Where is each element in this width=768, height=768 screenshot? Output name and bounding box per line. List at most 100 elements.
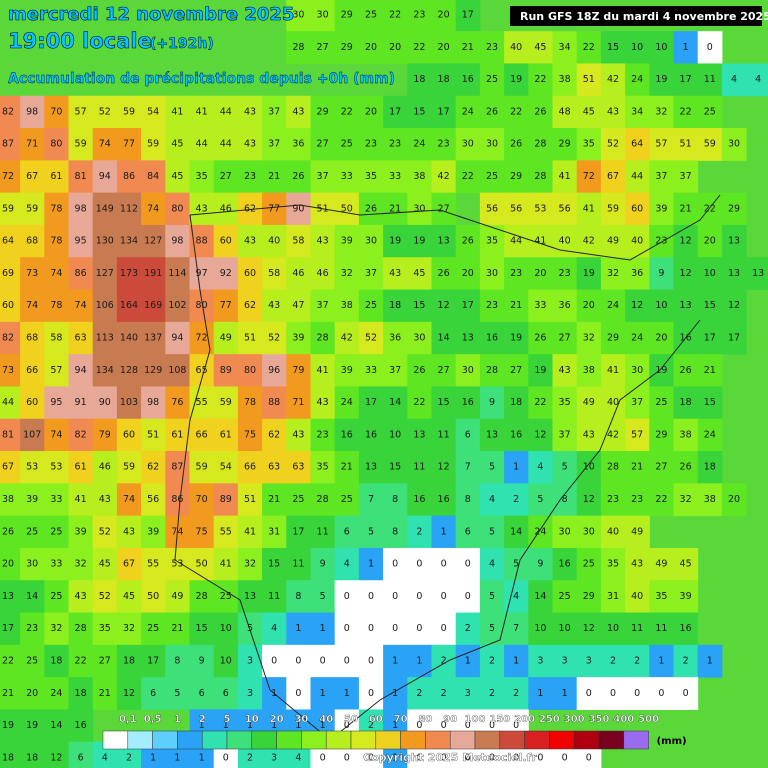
value-label: 16 <box>438 494 450 505</box>
cell <box>407 354 432 387</box>
value-label: 44 <box>631 171 643 182</box>
cell <box>310 31 336 64</box>
cell <box>504 354 529 387</box>
value-label: 15 <box>704 300 716 311</box>
cell <box>504 63 529 97</box>
value-label: 26 <box>462 236 474 247</box>
cell <box>165 677 190 710</box>
value-label: 21 <box>389 203 401 214</box>
value-label: 45 <box>583 106 595 117</box>
cell <box>504 257 529 291</box>
cell <box>44 677 69 710</box>
value-label: 13 <box>2 591 14 602</box>
value-label: 8 <box>562 494 568 505</box>
value-label: 15 <box>389 462 401 473</box>
value-label: 49 <box>655 559 667 570</box>
cell <box>383 677 408 710</box>
cell <box>165 483 190 517</box>
value-label: 21 <box>99 688 111 699</box>
value-label: 88 <box>196 236 208 247</box>
value-label: 26 <box>680 462 692 473</box>
cell <box>116 515 142 549</box>
value-label: 108 <box>168 365 186 376</box>
cell <box>310 95 336 129</box>
cell <box>625 354 650 387</box>
cell <box>20 386 45 420</box>
cell <box>504 224 529 258</box>
value-label: 15 <box>413 300 425 311</box>
cell <box>237 483 263 517</box>
value-label: 2 <box>441 656 447 667</box>
cell <box>479 451 505 484</box>
value-label: 20 <box>2 559 14 570</box>
value-label: 31 <box>268 526 280 537</box>
value-label: 0 <box>465 752 471 763</box>
cell <box>237 257 263 291</box>
value-label: 40 <box>607 397 619 408</box>
cell <box>697 644 723 678</box>
value-label: 5 <box>513 559 519 570</box>
legend-swatch <box>201 730 228 750</box>
date: mercredi 12 novembre 2025 <box>8 4 294 25</box>
cell <box>165 418 190 452</box>
value-label: 1 <box>295 720 301 731</box>
cell <box>431 128 457 161</box>
value-label: 7 <box>513 623 519 634</box>
value-label: 28 <box>607 462 619 473</box>
value-label: 59 <box>607 203 619 214</box>
cell <box>0 386 21 420</box>
value-label: 9 <box>489 397 495 408</box>
cell <box>237 289 263 323</box>
value-label: 46 <box>317 268 329 279</box>
value-label: 18 <box>123 656 135 667</box>
cell <box>44 612 69 646</box>
value-label: 13 <box>462 333 474 344</box>
value-label: 16 <box>680 333 692 344</box>
cell <box>116 677 142 710</box>
value-label: 11 <box>413 462 425 473</box>
value-label: 25 <box>655 397 667 408</box>
cell <box>625 192 650 226</box>
value-label: 57 <box>50 365 62 376</box>
cell <box>213 257 239 291</box>
cell <box>431 354 457 387</box>
cell <box>44 386 69 420</box>
value-label: 19 <box>389 236 401 247</box>
cell <box>455 515 481 549</box>
cell <box>286 483 311 517</box>
cell <box>431 580 457 614</box>
legend-label: 2 <box>199 714 206 725</box>
value-label: 3 <box>562 656 568 667</box>
cell <box>649 257 674 291</box>
cell <box>576 483 602 517</box>
value-label: 40 <box>510 42 522 53</box>
cell <box>576 95 602 129</box>
value-label: 30 <box>317 10 329 21</box>
cell <box>528 483 553 517</box>
value-label: 30 <box>26 559 38 570</box>
cell <box>552 192 578 226</box>
value-label: 25 <box>341 494 353 505</box>
cell <box>310 547 336 581</box>
cell <box>165 224 190 258</box>
value-label: 3 <box>537 656 543 667</box>
value-label: 27 <box>438 203 450 214</box>
cell <box>20 580 45 614</box>
cell <box>189 95 215 129</box>
cell <box>697 192 723 226</box>
legend-swatch <box>127 730 153 750</box>
cell <box>68 257 94 291</box>
value-label: 40 <box>607 526 619 537</box>
value-label: 38 <box>680 429 692 440</box>
cell <box>213 224 239 258</box>
value-label: 0 <box>586 752 592 763</box>
value-label: 59 <box>704 139 716 150</box>
value-label: 41 <box>607 365 619 376</box>
value-label: 68 <box>26 236 38 247</box>
cell <box>189 612 215 646</box>
cell <box>141 418 166 452</box>
value-label: 103 <box>120 397 138 408</box>
value-label: 30 <box>413 333 425 344</box>
cell <box>68 128 94 161</box>
cell <box>552 63 578 97</box>
